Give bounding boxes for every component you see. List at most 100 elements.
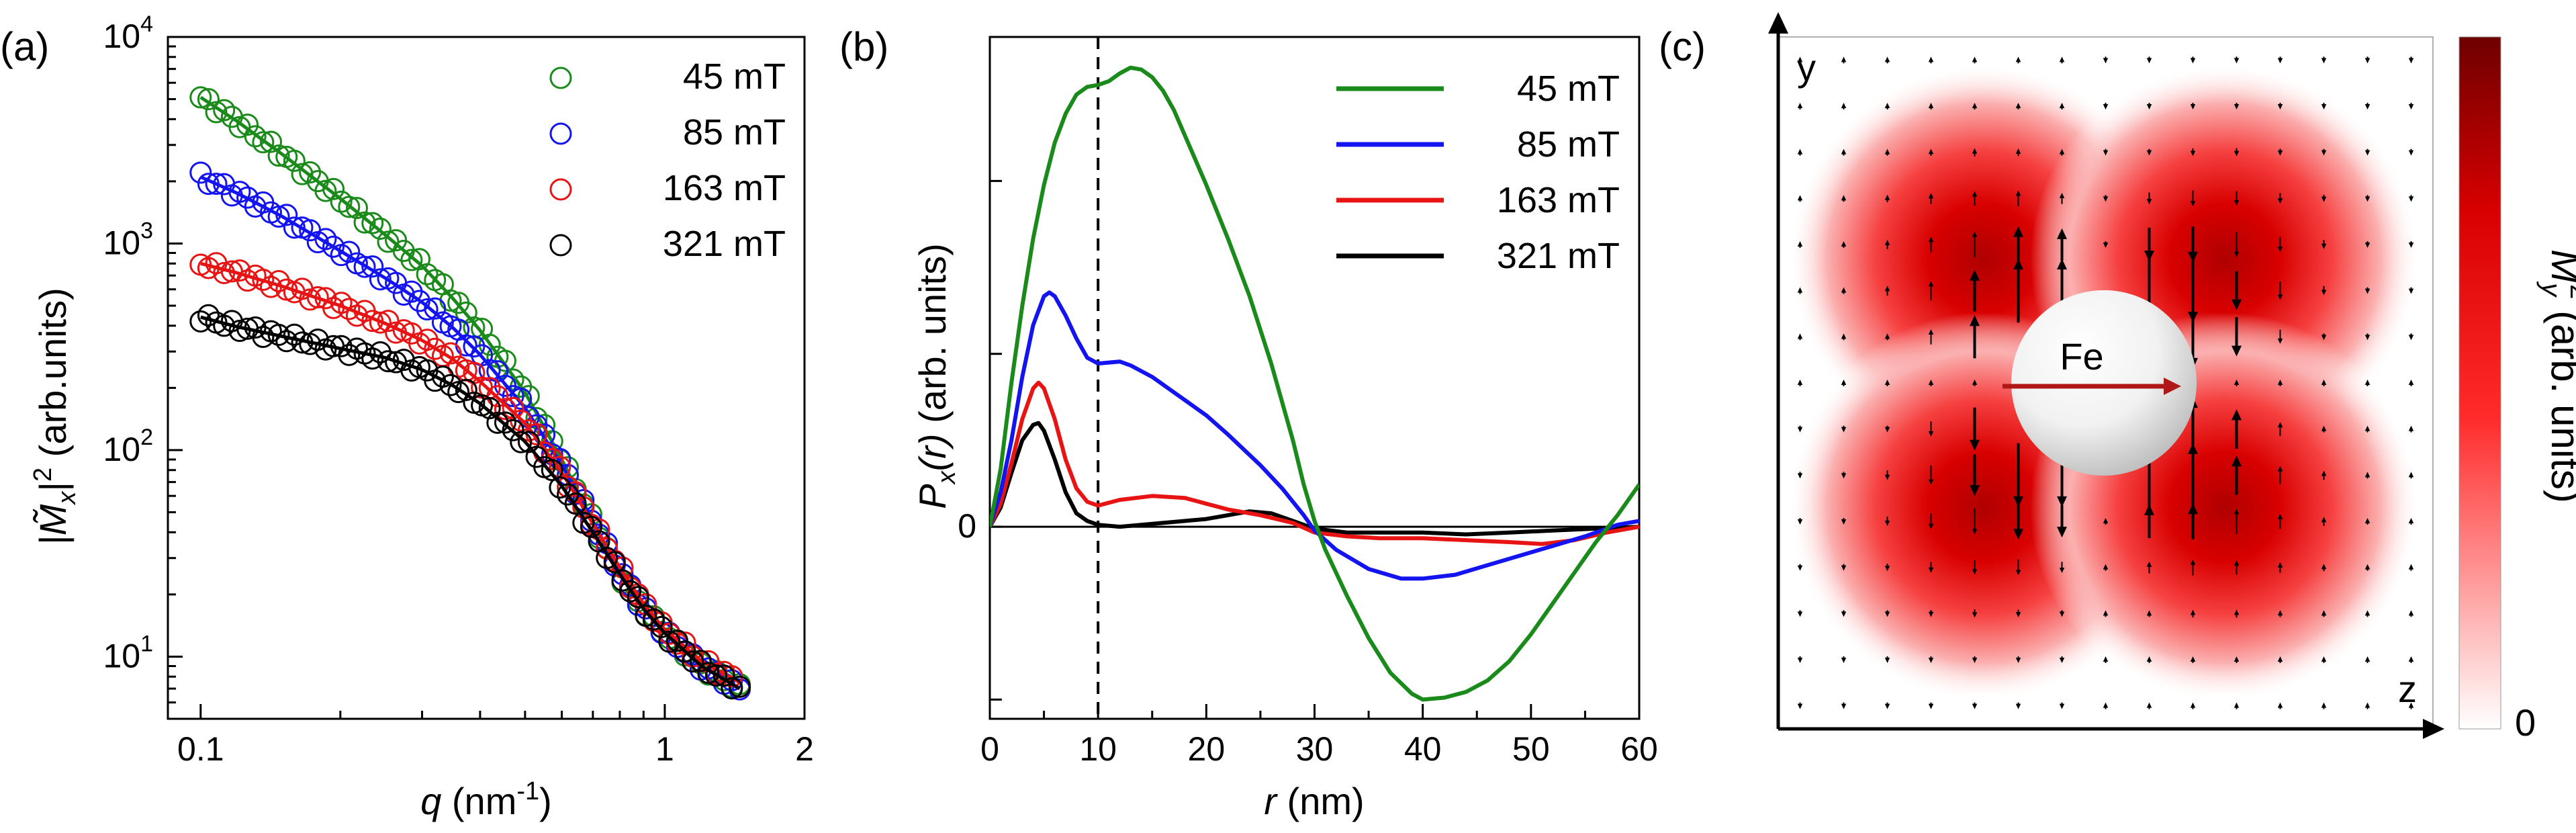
field-arrow	[1797, 103, 1803, 109]
a-point	[213, 99, 236, 122]
a-point	[345, 197, 368, 220]
field-arrow	[2188, 226, 2198, 263]
b-legend-entry: 163 mT	[1336, 180, 1620, 220]
field-arrow	[1928, 610, 1934, 617]
field-arrow	[1841, 195, 1847, 202]
field-arrow	[1884, 610, 1890, 617]
panel-b-data	[990, 37, 1639, 719]
field-arrow	[2321, 333, 2327, 341]
a-point	[236, 114, 259, 136]
a-ytick-label: 102	[103, 425, 153, 468]
a-point	[689, 650, 712, 672]
field-arrow	[1928, 103, 1934, 109]
b-ylabel-p: P	[911, 484, 954, 509]
field-arrow	[1972, 191, 1978, 206]
field-arrow	[1797, 425, 1803, 433]
a-point	[252, 269, 275, 292]
panel-a-legend: 45 mT 85 mT 163 mT 321 mT	[549, 56, 786, 264]
a-point	[353, 255, 376, 278]
a-ytick-label: 104	[103, 11, 153, 55]
a-point	[400, 249, 423, 271]
field-arrow	[2277, 193, 2283, 204]
a-point	[721, 677, 743, 700]
a-point	[197, 304, 220, 326]
a-legend-marker	[549, 122, 572, 145]
field-arrow	[2364, 56, 2371, 64]
a-point	[712, 664, 735, 687]
field-arrow	[1841, 472, 1847, 479]
field-arrow	[2234, 56, 2240, 64]
a-legend-marker	[549, 178, 572, 201]
a-point	[306, 286, 329, 309]
field-arrow	[2146, 561, 2152, 574]
field-arrow	[2321, 656, 2327, 663]
field-arrow	[2364, 564, 2371, 571]
colorbar-label: My2 (arb. units)	[2536, 249, 2576, 503]
y-axis-arrowhead	[1768, 12, 1788, 34]
field-arrow	[2013, 259, 2023, 323]
field-arrow	[2057, 228, 2067, 261]
z-axis-arrowhead	[2423, 719, 2444, 739]
field-arrow	[1841, 103, 1847, 109]
field-arrow	[2103, 103, 2109, 109]
a-legend-label: 321 mT	[663, 224, 786, 264]
field-arrow	[2321, 194, 2327, 202]
panel-a-ticks	[168, 36, 806, 719]
panel-b-tick-labels: 0 10 20 30 40 50 60 0	[958, 507, 1658, 768]
field-arrow	[2321, 286, 2327, 296]
field-arrow	[2144, 227, 2154, 262]
field-arrow	[2059, 610, 2065, 617]
b-xlabel-r: r	[1264, 780, 1278, 822]
field-arrow	[1928, 236, 1934, 253]
field-arrow	[2408, 656, 2414, 663]
field-arrow	[2103, 518, 2109, 525]
field-arrow	[2277, 702, 2283, 709]
field-arrow	[1972, 56, 1978, 64]
a-point	[322, 177, 345, 200]
a-point	[369, 218, 392, 240]
a-fit-line	[200, 315, 741, 691]
a-legend-marker	[549, 67, 572, 89]
field-arrow	[1797, 656, 1803, 663]
field-arrow	[2059, 702, 2065, 709]
a-point	[502, 396, 524, 419]
field-arrow	[2015, 103, 2021, 109]
field-arrow	[2277, 148, 2283, 156]
field-arrow	[2364, 518, 2371, 525]
field-arrow	[2146, 656, 2152, 663]
field-arrow	[1884, 517, 1890, 526]
field-arrow	[2408, 103, 2414, 109]
field-arrow	[2408, 241, 2414, 248]
field-arrow	[1797, 472, 1803, 479]
field-arrow	[2144, 504, 2154, 539]
b-xtick-label: 20	[1188, 730, 1226, 768]
b-xtick-label: 60	[1620, 730, 1658, 768]
field-arrow	[2146, 192, 2152, 205]
field-arrow	[2190, 148, 2196, 157]
panel-a-frame	[167, 36, 806, 720]
a-point	[416, 298, 439, 321]
field-arrow	[2015, 609, 2021, 618]
field-arrow	[1928, 656, 1934, 663]
field-arrow	[2408, 380, 2414, 386]
a-point	[189, 86, 212, 109]
a-point	[338, 298, 361, 320]
field-arrow	[1972, 148, 1978, 157]
b-xtick-label: 50	[1512, 730, 1550, 768]
field-arrow	[2232, 455, 2242, 495]
field-arrow	[2321, 702, 2327, 709]
colorbar	[2458, 36, 2501, 730]
field-arrow	[2013, 502, 2023, 540]
field-arrow	[2103, 148, 2109, 156]
field-arrow	[2364, 425, 2371, 433]
field-arrow	[2364, 287, 2371, 294]
b-series-321-mt	[990, 421, 1639, 537]
a-point	[259, 130, 282, 153]
particle-label: Fe	[2060, 335, 2103, 378]
field-arrow	[2408, 472, 2414, 479]
field-arrow	[1797, 148, 1803, 156]
field-arrow	[2013, 226, 2023, 263]
panel-b: (b) 0 10 20 30 40 50 60 0 45 mT 85 mT 163 mT 321 m…	[839, 24, 1658, 822]
b-xtick-label: 0	[980, 730, 999, 768]
